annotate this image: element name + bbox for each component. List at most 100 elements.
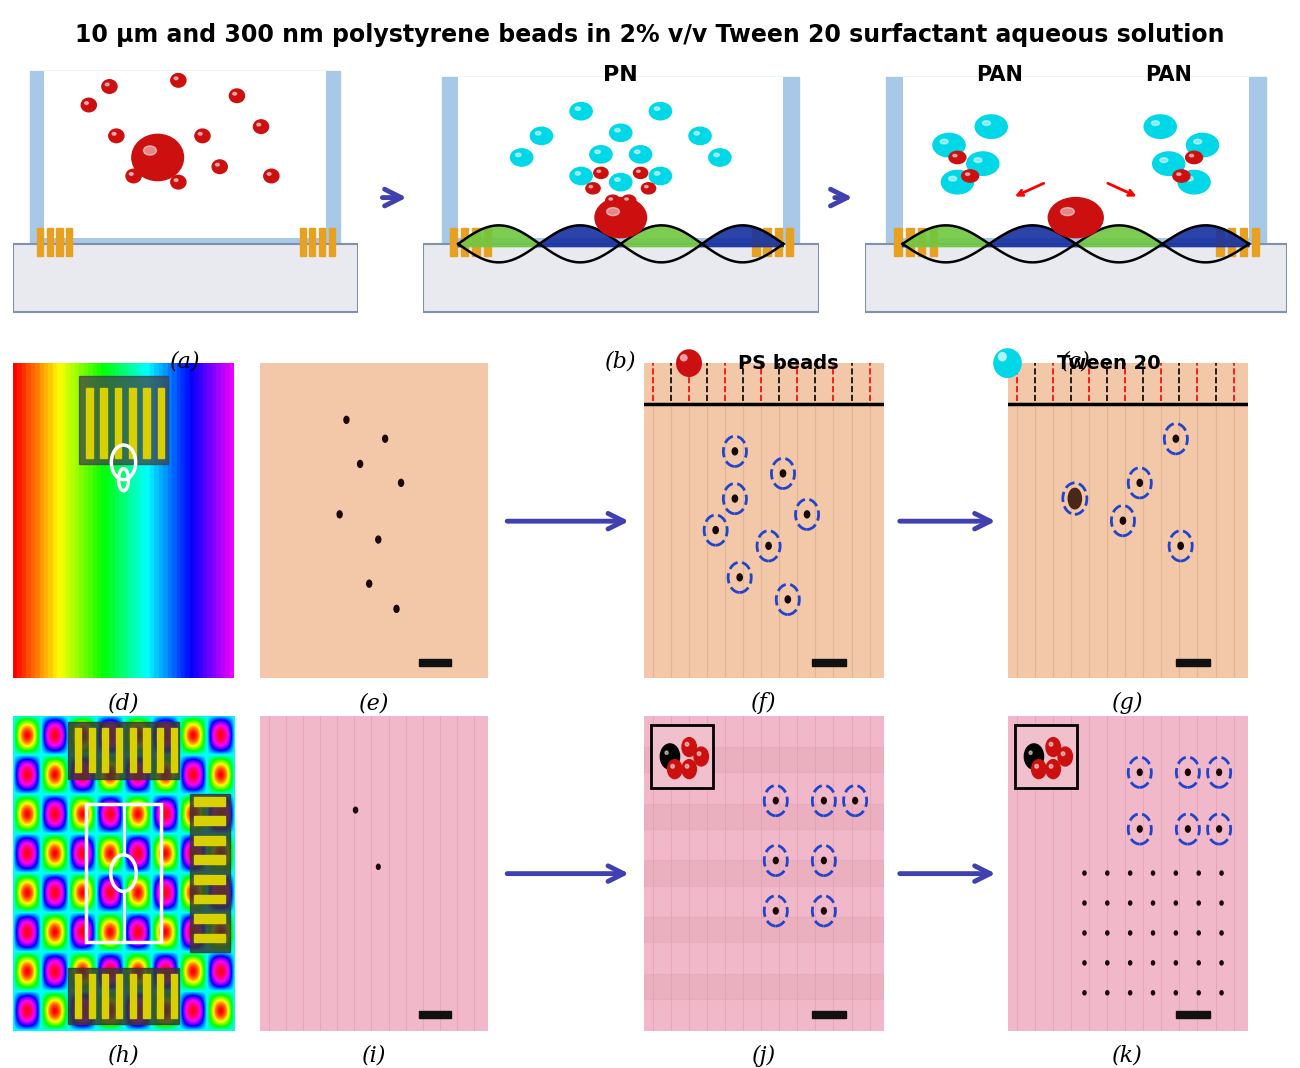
Bar	[186, 363, 190, 678]
Ellipse shape	[766, 543, 771, 549]
Ellipse shape	[822, 798, 827, 804]
Bar	[906, 229, 914, 256]
Ellipse shape	[654, 107, 660, 110]
Bar	[105, 363, 110, 678]
Ellipse shape	[615, 178, 620, 182]
Bar	[811, 1011, 845, 1018]
Ellipse shape	[685, 765, 689, 768]
Circle shape	[1144, 115, 1176, 139]
Bar	[194, 816, 225, 826]
Ellipse shape	[1030, 751, 1032, 754]
Circle shape	[1187, 134, 1218, 157]
Ellipse shape	[1138, 769, 1143, 775]
Text: PAN: PAN	[976, 65, 1023, 85]
Ellipse shape	[1190, 155, 1193, 157]
Ellipse shape	[1219, 901, 1223, 905]
Circle shape	[590, 145, 612, 163]
Bar	[13, 363, 17, 678]
Circle shape	[1173, 170, 1190, 183]
Bar	[309, 229, 316, 256]
Bar	[26, 363, 31, 678]
Bar	[124, 363, 127, 678]
Ellipse shape	[1152, 991, 1154, 995]
Ellipse shape	[966, 173, 970, 175]
Text: (h): (h)	[108, 1045, 139, 1067]
Circle shape	[229, 89, 244, 103]
Ellipse shape	[1128, 991, 1132, 995]
Bar	[811, 659, 845, 665]
Ellipse shape	[732, 447, 737, 455]
Text: PS beads: PS beads	[738, 354, 839, 373]
Bar	[208, 363, 212, 678]
Bar	[17, 363, 22, 678]
Ellipse shape	[1219, 871, 1223, 875]
Circle shape	[660, 744, 680, 769]
Ellipse shape	[697, 752, 701, 755]
Bar	[136, 363, 142, 678]
Bar	[225, 363, 230, 678]
Ellipse shape	[1197, 931, 1200, 934]
Ellipse shape	[199, 132, 202, 136]
Ellipse shape	[654, 172, 660, 175]
Ellipse shape	[1128, 961, 1132, 964]
Ellipse shape	[645, 186, 649, 188]
Bar	[150, 363, 155, 678]
Bar	[103, 728, 108, 772]
Circle shape	[126, 169, 142, 183]
Ellipse shape	[1174, 931, 1178, 934]
Bar	[644, 917, 884, 942]
Bar	[1175, 1011, 1209, 1018]
Bar	[329, 229, 335, 256]
Circle shape	[594, 168, 608, 178]
Bar	[164, 363, 168, 678]
Circle shape	[109, 129, 124, 143]
Bar	[194, 797, 225, 805]
Ellipse shape	[780, 470, 785, 476]
Bar	[31, 363, 35, 678]
Circle shape	[212, 160, 227, 173]
Ellipse shape	[774, 798, 779, 804]
Bar	[68, 968, 179, 1024]
Bar	[894, 229, 902, 256]
Circle shape	[649, 103, 672, 120]
Bar	[47, 229, 53, 256]
Circle shape	[1032, 759, 1046, 779]
Bar	[86, 389, 92, 458]
Text: (f): (f)	[751, 692, 776, 714]
Ellipse shape	[1083, 871, 1085, 875]
Bar	[157, 728, 164, 772]
Ellipse shape	[354, 807, 358, 813]
Ellipse shape	[805, 511, 810, 518]
Bar	[159, 363, 164, 678]
Bar	[66, 229, 73, 256]
Circle shape	[1058, 748, 1072, 766]
Bar	[157, 389, 164, 458]
Ellipse shape	[344, 417, 348, 423]
Circle shape	[195, 129, 211, 143]
Bar	[190, 363, 194, 678]
Bar	[462, 229, 468, 256]
Ellipse shape	[1152, 961, 1154, 964]
Bar	[75, 974, 81, 1018]
Ellipse shape	[1197, 991, 1200, 995]
Bar	[918, 229, 926, 256]
Circle shape	[1046, 738, 1061, 756]
Bar	[1216, 229, 1223, 256]
Text: (k): (k)	[1113, 1045, 1143, 1067]
Circle shape	[967, 152, 998, 175]
Bar	[1015, 725, 1078, 788]
Bar	[419, 1011, 451, 1018]
Ellipse shape	[983, 121, 991, 125]
Ellipse shape	[785, 596, 790, 602]
Bar	[753, 229, 759, 256]
Circle shape	[1046, 759, 1061, 779]
Ellipse shape	[143, 146, 156, 155]
Bar	[194, 933, 225, 942]
Bar	[120, 363, 124, 678]
Circle shape	[569, 103, 593, 120]
Ellipse shape	[666, 751, 668, 754]
Ellipse shape	[174, 178, 178, 182]
Ellipse shape	[1061, 207, 1074, 216]
Bar	[194, 836, 225, 845]
Text: Tween 20: Tween 20	[1057, 354, 1161, 373]
